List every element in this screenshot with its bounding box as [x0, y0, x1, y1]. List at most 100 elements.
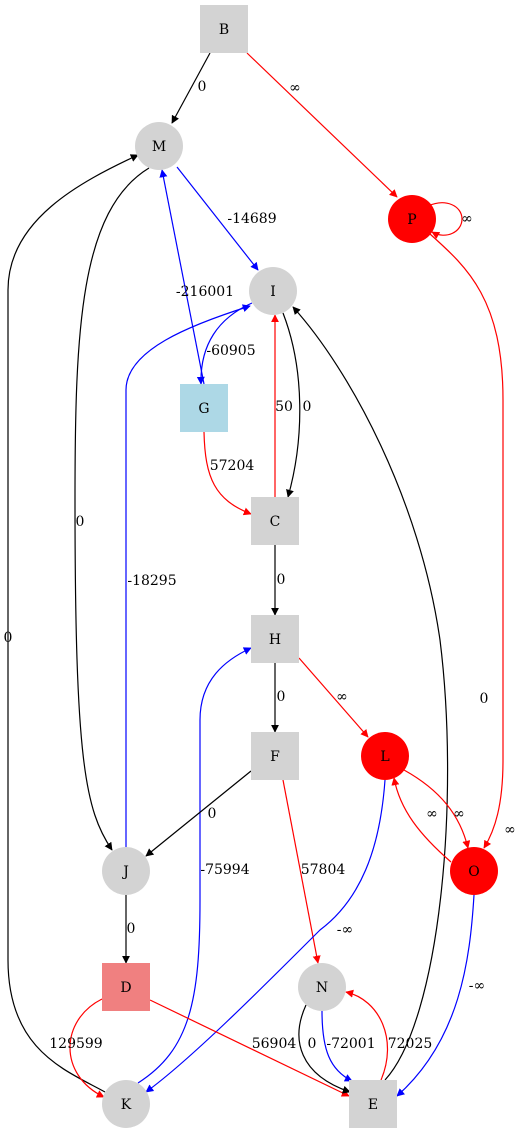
edge-o-e	[396, 894, 475, 1097]
edge-label-e-n: 72025	[388, 1036, 433, 1052]
edge-k-m	[7, 154, 139, 1093]
edge-j-i	[125, 304, 251, 847]
node-label-f: F	[270, 749, 280, 765]
node-c: C	[251, 497, 299, 545]
edge-label-e-i: 0	[480, 691, 489, 707]
node-label-j: J	[121, 864, 129, 880]
edge-label-n-e-black: 0	[308, 1036, 317, 1052]
edge-f-j	[145, 770, 252, 857]
edge-p-p	[427, 202, 463, 240]
node-label-g: G	[198, 401, 209, 417]
node-p: P	[388, 195, 436, 243]
edge-f-n	[282, 779, 321, 964]
edge-d-k	[69, 998, 105, 1098]
edge-label-i-g: -60905	[206, 343, 255, 359]
node-label-b: B	[219, 22, 229, 38]
node-label-k: K	[121, 1097, 132, 1113]
edge-label-d-e: 56904	[252, 1036, 297, 1052]
edge-label-b-p: ∞	[289, 80, 301, 96]
node-label-o: O	[468, 864, 479, 880]
edge-g-c	[203, 431, 252, 516]
node-shape-c	[251, 497, 299, 545]
node-shape-k	[102, 1080, 150, 1128]
node-label-i: I	[270, 284, 276, 300]
edge-label-p-p: ∞	[461, 211, 473, 227]
node-shape-d	[102, 963, 150, 1011]
edge-n-e-black	[298, 1004, 351, 1094]
nodes-layer: B M P I G C H F L O J D N K E	[102, 5, 498, 1128]
node-m: M	[135, 122, 183, 170]
node-shape-e	[349, 1080, 397, 1128]
node-label-l: L	[380, 749, 389, 765]
edge-label-j-d: 0	[127, 921, 136, 937]
edge-p-o	[429, 233, 504, 849]
node-label-d: D	[120, 980, 131, 996]
edge-label-g-c: 57204	[210, 458, 255, 474]
node-label-p: P	[407, 212, 416, 228]
edges-layer	[7, 52, 504, 1098]
node-n: N	[298, 963, 346, 1011]
node-k: K	[102, 1080, 150, 1128]
node-shape-p	[388, 195, 436, 243]
node-j: J	[102, 847, 150, 895]
edge-label-j-i: -18295	[127, 573, 176, 589]
edge-label-k-h: -75994	[200, 862, 249, 878]
edge-label-f-j: 0	[208, 806, 217, 822]
edge-label-i-c: 0	[303, 399, 312, 415]
edge-label-l-o: ∞	[453, 806, 465, 822]
node-g: G	[180, 384, 228, 432]
edge-label-p-o: ∞	[504, 822, 516, 838]
edge-label-o-e: -∞	[469, 978, 485, 994]
edge-label-g-m: -216001	[176, 284, 234, 300]
edge-labels-layer: 0 ∞ ∞ -14689 -216001 0 0 -60905 50 0 -18295 0 57204 ∞…	[4, 79, 516, 1052]
node-label-m: M	[152, 139, 166, 155]
edge-d-e	[149, 999, 350, 1097]
node-l: L	[361, 732, 409, 780]
edge-label-c-h: 0	[277, 572, 286, 588]
edge-g-m	[159, 169, 205, 385]
node-shape-f	[251, 732, 299, 780]
node-shape-h	[251, 615, 299, 663]
edge-label-c-i: 50	[275, 399, 293, 415]
node-shape-g	[180, 384, 228, 432]
node-shape-l	[361, 732, 409, 780]
edge-label-o-l: ∞	[426, 806, 438, 822]
edge-l-k	[145, 779, 386, 1093]
edge-label-f-n: 57804	[301, 862, 346, 878]
edge-k-h	[137, 647, 252, 1084]
edge-n-e-blue	[321, 1010, 353, 1082]
edge-label-h-f: 0	[277, 689, 286, 705]
node-shape-o	[450, 847, 498, 895]
edge-label-d-k: 129599	[49, 1036, 102, 1052]
edge-label-l-k: -∞	[337, 922, 353, 938]
edge-e-i	[292, 306, 449, 1081]
node-label-n: N	[316, 980, 328, 996]
node-o: O	[450, 847, 498, 895]
node-label-c: C	[270, 514, 281, 530]
node-label-h: H	[269, 632, 281, 648]
node-d: D	[102, 963, 150, 1011]
edge-b-m	[171, 52, 211, 124]
edge-label-m-j: 0	[76, 514, 85, 530]
node-shape-m	[135, 122, 183, 170]
node-shape-j	[102, 847, 150, 895]
node-i: I	[249, 267, 297, 315]
edge-b-p	[246, 52, 398, 198]
edge-label-m-i: -14689	[227, 211, 276, 227]
edge-h-l	[298, 657, 369, 738]
edge-label-h-l: ∞	[336, 689, 348, 705]
edge-e-n	[345, 989, 389, 1081]
edge-m-j	[74, 167, 150, 851]
edge-l-o	[403, 769, 471, 849]
edge-i-c	[282, 312, 301, 498]
edge-label-n-e-blue: -72001	[326, 1036, 375, 1052]
node-shape-b	[200, 5, 248, 53]
edge-label-b-m: 0	[198, 79, 207, 95]
node-b: B	[200, 5, 248, 53]
node-shape-i	[249, 267, 297, 315]
node-shape-n	[298, 963, 346, 1011]
edge-m-i	[176, 166, 259, 271]
edge-label-k-m: 0	[4, 630, 13, 646]
edge-o-l	[391, 777, 452, 863]
